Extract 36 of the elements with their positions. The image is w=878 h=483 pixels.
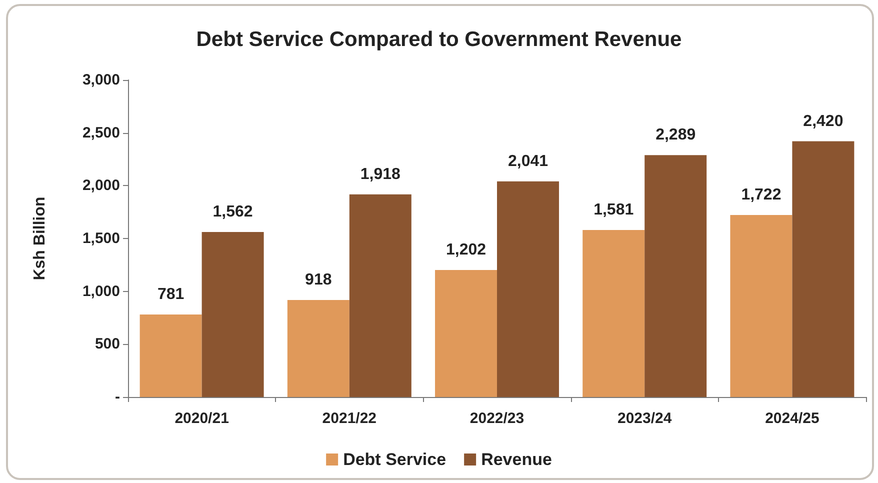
bar (349, 194, 412, 397)
data-label: 1,918 (360, 166, 401, 183)
data-label: 2,420 (803, 112, 844, 130)
y-tick-label: 2,000 (82, 177, 120, 194)
bar (730, 215, 792, 397)
data-label: 1,722 (741, 186, 782, 204)
legend-label: Revenue (481, 450, 552, 469)
y-tick-label: 500 (94, 336, 120, 353)
data-label: 2,289 (656, 126, 696, 144)
x-tick-label: 2020/21 (174, 410, 229, 427)
bar (582, 230, 645, 397)
x-tick-label: 2023/24 (617, 410, 672, 427)
data-label: 1,581 (594, 201, 634, 218)
y-axis-title: Ksh Billion (32, 196, 48, 280)
x-tick-label: 2022/23 (470, 410, 524, 427)
legend-label: Debt Service (343, 450, 446, 469)
y-tick-label: 2,500 (82, 124, 120, 142)
x-tick-label: 2021/22 (322, 410, 377, 427)
data-label: 918 (305, 272, 332, 288)
chart-title: Debt Service Compared to Government Revenue (196, 28, 682, 51)
x-tick-label: 2024/25 (765, 410, 820, 427)
y-tick-label: 1,000 (82, 282, 120, 300)
y-tick-label: 3,000 (82, 72, 120, 88)
y-tick-label: 1,500 (82, 230, 120, 247)
bar (140, 314, 202, 397)
bar (792, 141, 854, 397)
data-label: 2,041 (508, 152, 548, 170)
data-label: 781 (157, 286, 184, 303)
bar (202, 232, 264, 397)
bar (287, 300, 350, 397)
bar (644, 155, 707, 397)
y-tick-label: - (115, 388, 120, 406)
data-label: 1,202 (446, 241, 486, 258)
data-label: 1,562 (212, 203, 253, 220)
bar (497, 181, 559, 397)
bar (435, 270, 497, 397)
